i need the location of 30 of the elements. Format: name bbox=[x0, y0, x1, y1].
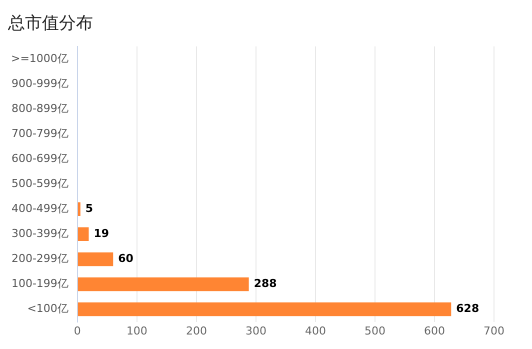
y-tick-label: 900-999亿 bbox=[11, 76, 68, 90]
y-tick-label: 700-799亿 bbox=[11, 126, 68, 140]
data-label: 628 bbox=[456, 302, 480, 316]
x-tick-label: 100 bbox=[126, 324, 148, 338]
bar bbox=[78, 227, 89, 242]
y-tick-label: 100-199亿 bbox=[11, 277, 68, 290]
x-tick-label: 200 bbox=[186, 324, 207, 338]
x-tick-label: 0 bbox=[74, 324, 81, 338]
y-tick-label: >=1000亿 bbox=[10, 52, 68, 65]
x-tick-label: 300 bbox=[245, 324, 266, 338]
y-tick-label: 200-299亿 bbox=[11, 252, 68, 266]
y-tick-label: 500-599亿 bbox=[11, 176, 68, 190]
y-tick-label: 300-399亿 bbox=[11, 227, 68, 240]
y-tick-label: 400-499亿 bbox=[11, 202, 68, 215]
y-tick-label: 600-699亿 bbox=[11, 152, 68, 165]
x-tick-label: 500 bbox=[364, 324, 386, 338]
bar bbox=[78, 277, 249, 292]
bar bbox=[78, 202, 80, 216]
bar bbox=[78, 252, 114, 266]
x-tick-label: 700 bbox=[484, 324, 504, 338]
data-label: 60 bbox=[118, 252, 134, 266]
y-tick-label: <100亿 bbox=[27, 302, 68, 316]
x-tick-label: 600 bbox=[424, 324, 445, 338]
bar bbox=[78, 302, 452, 316]
data-label: 5 bbox=[85, 202, 94, 215]
y-tick-label: 800-899亿 bbox=[11, 102, 68, 115]
data-label: 288 bbox=[254, 277, 277, 290]
chart-title: 总市值分布 bbox=[7, 14, 93, 34]
data-label: 19 bbox=[94, 227, 110, 240]
x-tick-label: 400 bbox=[304, 324, 326, 338]
